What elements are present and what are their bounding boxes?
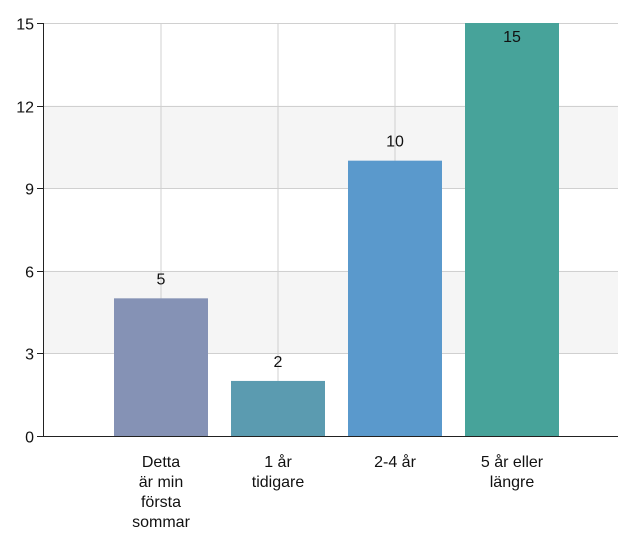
- y-tick-label: 6: [25, 265, 34, 282]
- x-category-label-line: tidigare: [252, 474, 305, 491]
- x-category-label: 5 år eller längre: [481, 453, 544, 491]
- bar: [231, 380, 325, 436]
- x-category-label-line: 2-4 år: [374, 453, 416, 471]
- x-category-label-line: längre: [490, 474, 535, 491]
- vertical-gridlines: [160, 23, 513, 436]
- data-label: 5: [157, 271, 166, 288]
- bar: [348, 160, 442, 436]
- data-label: 10: [386, 134, 404, 151]
- data-label: 2: [274, 354, 283, 371]
- x-category-label-line: 5 år eller: [481, 453, 544, 471]
- y-tick-label: 12: [16, 100, 34, 117]
- x-category-label-line: är min: [139, 474, 183, 491]
- y-axis-ticks: 0 3 6 9 12 15: [16, 17, 43, 447]
- y-tick-label: 3: [25, 347, 34, 364]
- x-axis-labels: Detta är min första sommar 1 år tidigare 2-4 å…: [132, 453, 544, 531]
- x-category-label-line: Detta: [142, 454, 180, 471]
- x-category-label: 2-4 år: [374, 453, 416, 471]
- y-tick-label: 0: [25, 430, 34, 447]
- bars: [114, 23, 559, 436]
- data-label: 15: [503, 29, 521, 46]
- x-category-label-line: sommar: [132, 514, 190, 531]
- data-labels: 5 2 10 15: [157, 29, 521, 371]
- y-tick-label: 9: [25, 182, 34, 199]
- y-tick-label: 15: [16, 17, 34, 34]
- bar: [114, 298, 208, 436]
- x-category-label-line: 1 år: [264, 453, 292, 471]
- bar: [465, 23, 559, 436]
- x-category-label: 1 år tidigare: [252, 453, 305, 491]
- x-category-label-line: första: [141, 494, 181, 511]
- x-category-label: Detta är min första sommar: [132, 454, 190, 531]
- axes: [43, 23, 618, 437]
